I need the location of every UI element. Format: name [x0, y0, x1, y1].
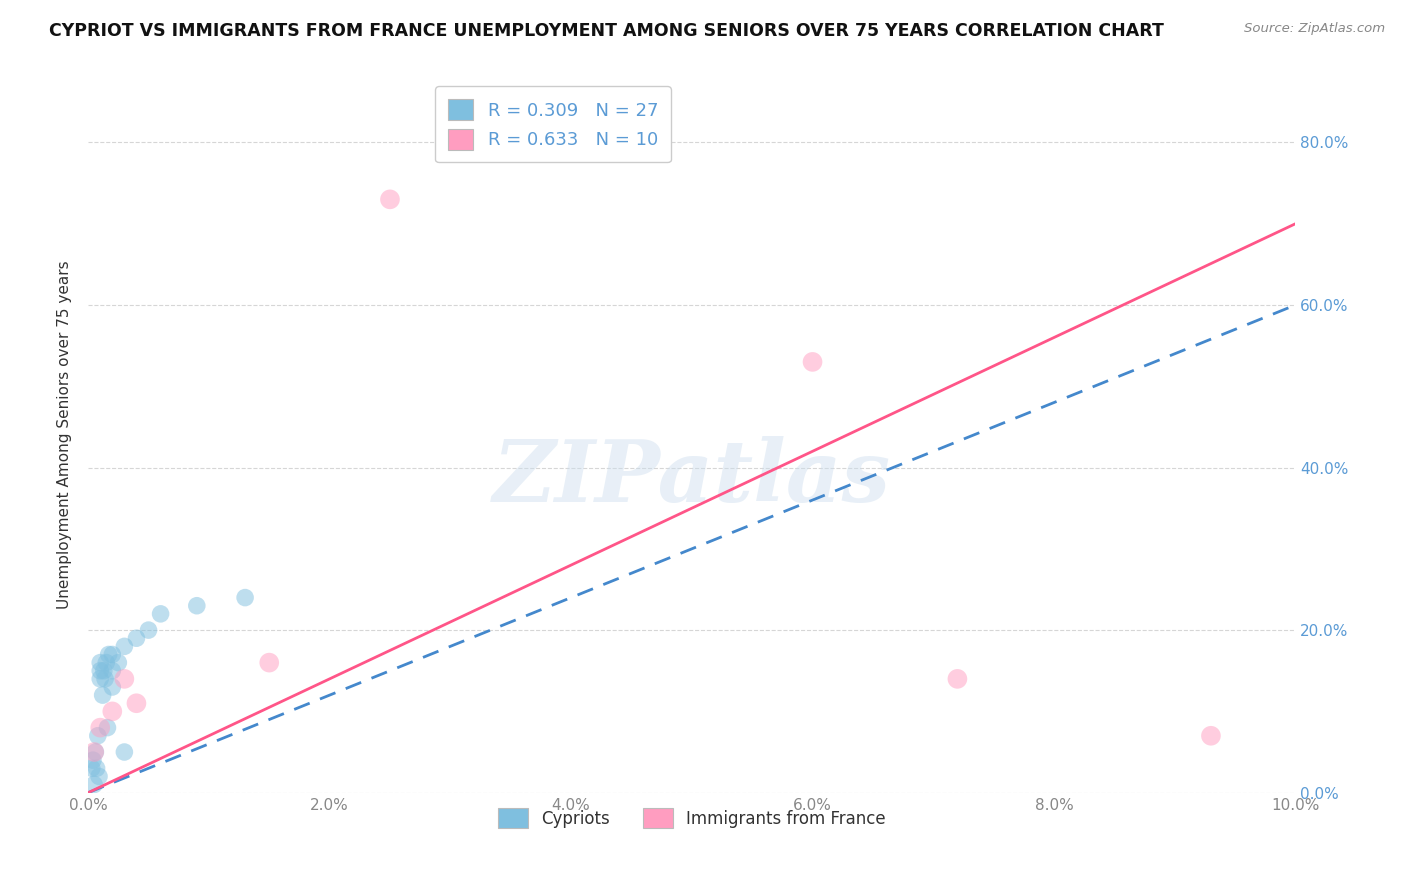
Point	[101, 664, 124, 678]
Point	[946, 672, 969, 686]
Point	[89, 656, 111, 670]
Point	[125, 632, 148, 646]
Point	[87, 769, 110, 783]
Text: Source: ZipAtlas.com: Source: ZipAtlas.com	[1244, 22, 1385, 36]
Point	[97, 648, 120, 662]
Point	[84, 745, 107, 759]
Point	[89, 672, 111, 686]
Point	[101, 705, 124, 719]
Point	[138, 623, 160, 637]
Point	[801, 355, 824, 369]
Text: CYPRIOT VS IMMIGRANTS FROM FRANCE UNEMPLOYMENT AMONG SENIORS OVER 75 YEARS CORRE: CYPRIOT VS IMMIGRANTS FROM FRANCE UNEMPL…	[49, 22, 1164, 40]
Point	[107, 656, 129, 670]
Point	[82, 753, 104, 767]
Point	[91, 688, 114, 702]
Point	[94, 672, 117, 686]
Point	[89, 664, 111, 678]
Point	[125, 696, 148, 710]
Point	[89, 721, 111, 735]
Point	[96, 721, 118, 735]
Point	[233, 591, 256, 605]
Point	[83, 778, 105, 792]
Text: ZIPatlas: ZIPatlas	[492, 436, 891, 520]
Point	[149, 607, 172, 621]
Point	[378, 192, 401, 206]
Point	[80, 761, 103, 775]
Y-axis label: Unemployment Among Seniors over 75 years: Unemployment Among Seniors over 75 years	[58, 260, 72, 609]
Point	[112, 745, 135, 759]
Point	[112, 672, 135, 686]
Point	[101, 648, 124, 662]
Point	[257, 656, 280, 670]
Point	[93, 664, 115, 678]
Point	[83, 745, 105, 759]
Point	[86, 761, 108, 775]
Point	[96, 656, 118, 670]
Point	[112, 640, 135, 654]
Point	[186, 599, 208, 613]
Point	[101, 680, 124, 694]
Legend: Cypriots, Immigrants from France: Cypriots, Immigrants from France	[491, 802, 893, 834]
Point	[87, 729, 110, 743]
Point	[1199, 729, 1222, 743]
